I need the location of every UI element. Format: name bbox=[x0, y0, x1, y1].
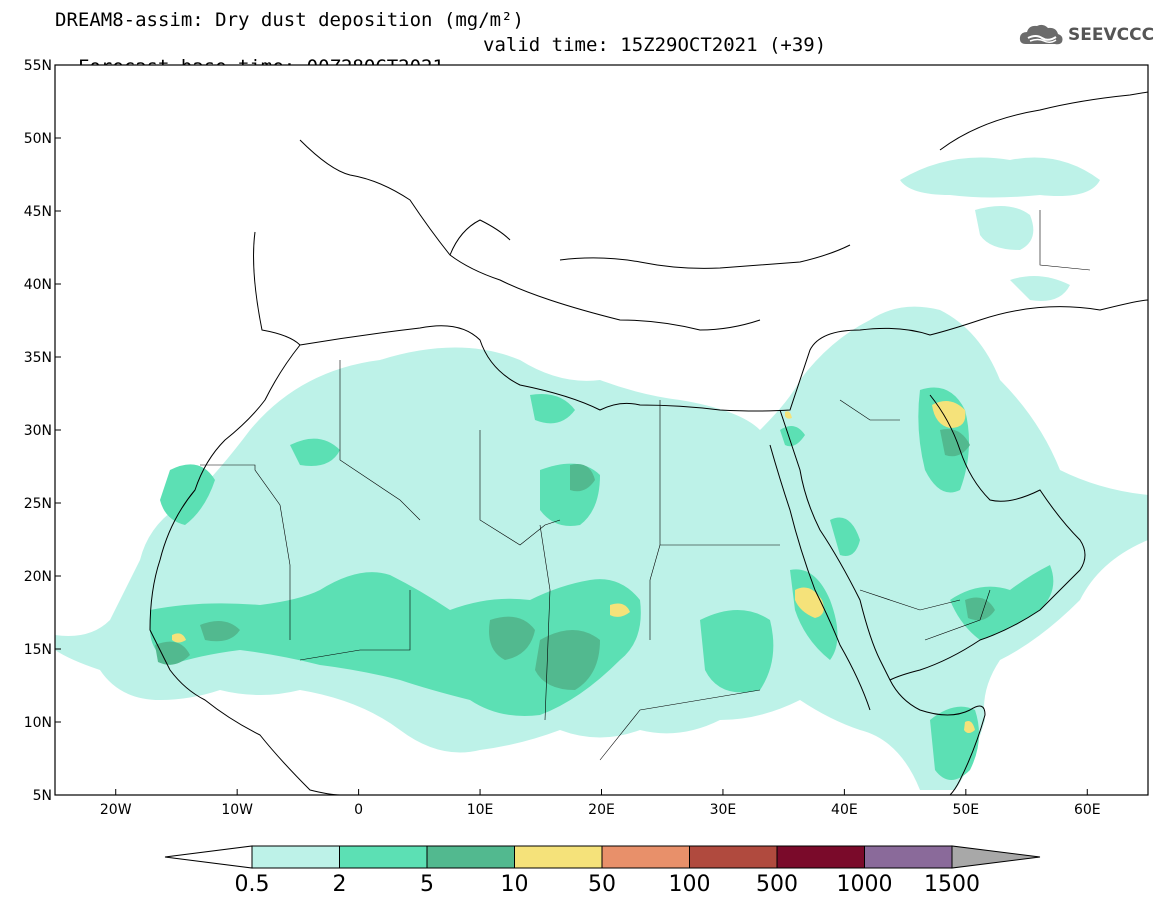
lat-tick-label: 5N bbox=[33, 788, 52, 804]
colorbar-segment bbox=[339, 845, 428, 869]
lon-tick-label: 20E bbox=[588, 802, 615, 818]
colorbar-label: 1500 bbox=[924, 872, 980, 897]
map-area bbox=[54, 64, 1149, 796]
colorbar-label: 50 bbox=[588, 872, 616, 897]
colorbar-label: 2 bbox=[332, 872, 347, 897]
lat-tick-label: 20N bbox=[24, 569, 52, 585]
deposition-level-1 bbox=[55, 157, 1148, 790]
colorbar-label: 10 bbox=[500, 872, 529, 897]
map-title: DREAM8-assim: Dry dust deposition (mg/m²… bbox=[55, 9, 524, 31]
colorbar-segment bbox=[426, 845, 515, 869]
colorbar-label: 0.5 bbox=[234, 872, 270, 897]
lon-tick-label: 10E bbox=[467, 802, 494, 818]
country-borders bbox=[200, 210, 1091, 761]
lon-tick-label: 40E bbox=[831, 802, 858, 818]
lat-tick-label: 45N bbox=[24, 204, 52, 220]
lat-tick-label: 30N bbox=[24, 423, 52, 439]
valid-time: valid time: 15Z29OCT2021 (+39) bbox=[483, 34, 827, 56]
logo-text: SEEVCCC bbox=[1068, 25, 1155, 45]
colorbar-segment bbox=[864, 845, 953, 869]
coastlines bbox=[149, 91, 1149, 796]
lon-tick-label: 0 bbox=[354, 802, 363, 818]
lon-tick-label: 10W bbox=[221, 802, 253, 818]
cloud-logo-icon bbox=[1019, 24, 1063, 45]
colorbar-segment bbox=[776, 845, 865, 869]
lat-tick-label: 50N bbox=[24, 131, 52, 147]
colorbar-label: 1000 bbox=[836, 872, 893, 897]
colorbar-label: 5 bbox=[420, 872, 434, 897]
colorbar-segment bbox=[601, 845, 690, 869]
lon-tick-label: 50E bbox=[952, 802, 979, 818]
lat-tick-label: 25N bbox=[24, 496, 52, 512]
colorbar-segment bbox=[251, 845, 340, 869]
deposition-level-2 bbox=[150, 387, 1054, 780]
colorbar-segment bbox=[689, 845, 778, 869]
lat-tick-label: 35N bbox=[24, 350, 52, 366]
colorbar-segment bbox=[514, 845, 603, 869]
lon-tick-label: 30E bbox=[710, 802, 737, 818]
lat-tick-label: 10N bbox=[24, 715, 52, 731]
lat-tick-label: 40N bbox=[24, 277, 52, 293]
latitude-axis: 55N 50N 45N 40N 35N 30N 25N 20N 15N 10N 5N bbox=[24, 58, 61, 804]
longitude-axis: 20W 10W 0 10E 20E 30E 40E 50E 60E bbox=[100, 789, 1101, 818]
colorbar-label: 100 bbox=[668, 872, 711, 897]
lat-tick-label: 15N bbox=[24, 642, 52, 658]
lon-tick-label: 20W bbox=[100, 802, 132, 818]
deposition-level-3 bbox=[155, 429, 995, 690]
colorbar-over-triangle bbox=[951, 845, 1041, 869]
colorbar bbox=[164, 845, 1041, 869]
colorbar-label: 500 bbox=[756, 872, 798, 897]
lon-tick-label: 60E bbox=[1074, 802, 1101, 818]
seevccc-logo: SEEVCCC bbox=[1018, 22, 1154, 48]
colorbar-under-triangle bbox=[164, 845, 253, 869]
lat-tick-label: 55N bbox=[24, 58, 52, 74]
deposition-level-4 bbox=[172, 401, 975, 733]
